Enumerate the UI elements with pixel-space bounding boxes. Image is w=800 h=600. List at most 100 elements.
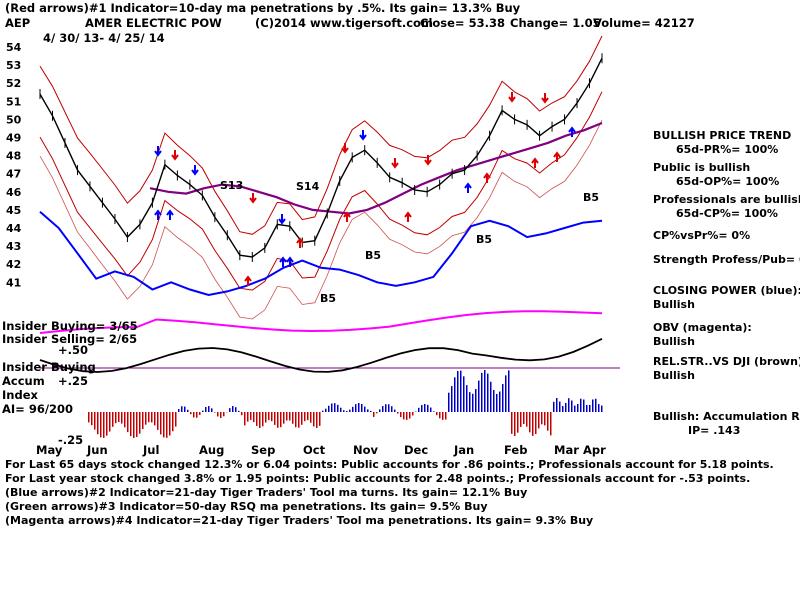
accum-bar	[562, 405, 564, 412]
accum-bar	[499, 391, 501, 412]
accum-bar	[505, 375, 507, 412]
accum-bar	[484, 370, 486, 412]
red-buy-arrow	[404, 211, 412, 222]
y-tick-label: 42	[6, 258, 21, 271]
red-sell-arrow	[341, 143, 349, 154]
signal-label-b5: B5	[583, 191, 599, 204]
accum-bar	[253, 412, 255, 423]
trend-title: BULLISH PRICE TREND	[653, 129, 792, 142]
accum-risk: Bullish: Accumulation Risi	[653, 410, 800, 423]
y-tick-label: 46	[6, 186, 22, 199]
cp-vs-pr: CP%vsPr%= 0%	[653, 229, 751, 242]
blue-buy-arrow	[568, 126, 576, 137]
y-tick-label: 41	[6, 276, 21, 289]
accum-bar	[271, 412, 273, 422]
accum-bar	[88, 412, 90, 423]
accum-bar	[97, 412, 99, 435]
date-range: 4/ 30/ 13- 4/ 25/ 14	[43, 31, 165, 45]
accum-bar	[328, 405, 330, 412]
blue-buy-arrow	[286, 256, 294, 267]
accum-bar	[526, 412, 528, 427]
pros-status: Professionals are bullish	[653, 193, 800, 206]
accum-bar	[439, 412, 441, 419]
signal-labels: S13 S14 B5 B5 B5 B5	[220, 179, 599, 305]
month-label: Dec	[404, 443, 428, 457]
accum-bar	[469, 392, 471, 412]
month-label: May	[36, 443, 63, 457]
accum-bar	[127, 412, 129, 433]
accum-bar	[199, 412, 201, 415]
accum-bar	[391, 406, 393, 412]
accum-bar	[397, 412, 399, 414]
accum-bar	[223, 412, 225, 417]
x-axis-months: May Jun Jul Aug Sep Oct Nov Dec Jan Feb Mar Apr	[36, 443, 606, 457]
obv-label: OBV (magenta):	[653, 321, 752, 334]
accum-bar	[592, 399, 594, 412]
accum-bar	[577, 404, 579, 412]
accum-bar	[442, 412, 444, 420]
accum-bar	[367, 409, 369, 412]
pr-value: 65d-PR%= 100%	[676, 143, 779, 156]
accum-bar	[298, 412, 300, 428]
red-buy-arrow	[553, 151, 561, 162]
footer-magenta-arrows: (Magenta arrows)#4 Indicator=21-day Tige…	[5, 514, 594, 527]
ticker: AEP	[5, 16, 31, 30]
accum-bar	[571, 400, 573, 412]
accum-bar	[280, 412, 282, 428]
accum-bar	[586, 404, 588, 412]
accum-bar	[358, 403, 360, 412]
accum-bar	[274, 412, 276, 425]
accum-bar	[235, 407, 237, 412]
obv-value: Bullish	[653, 335, 695, 348]
strength-ratio: Strength Profess/Pub= 6	[653, 253, 800, 266]
public-status: Public is bullish	[653, 161, 751, 174]
accum-bar	[130, 412, 132, 437]
accum-bar	[196, 412, 198, 418]
accum-bar	[169, 412, 171, 436]
signal-label-b5: B5	[365, 249, 381, 262]
accum-plus25: +.25	[58, 374, 89, 388]
accum-bar	[448, 392, 450, 412]
accum-bar	[490, 381, 492, 412]
red-buy-arrow	[244, 275, 252, 286]
accum-bar	[238, 410, 240, 412]
blue-sell-arrow	[359, 130, 367, 141]
outer-lower-band	[39, 120, 603, 320]
accum-bar	[472, 393, 474, 412]
accum-bar	[319, 412, 321, 426]
y-tick-label: 47	[6, 168, 21, 181]
signal-arrows	[154, 92, 576, 286]
signal-label-s14: S14	[296, 180, 320, 193]
accum-bar	[325, 408, 327, 412]
close-price: Close= 53.38	[420, 16, 505, 30]
accum-bar	[511, 412, 513, 434]
accum-bar	[556, 398, 558, 412]
accum-bar	[133, 412, 135, 438]
accum-bar	[583, 399, 585, 412]
month-label: Aug	[199, 443, 224, 457]
blue-sell-arrow	[154, 146, 162, 157]
accum-bar	[514, 412, 516, 436]
accum-bar	[244, 412, 246, 426]
accum-bar	[529, 412, 531, 433]
accum-bar	[418, 407, 420, 412]
accum-bar	[595, 398, 597, 412]
red-sell-arrow	[391, 158, 399, 169]
accum-bar	[517, 412, 519, 433]
accum-bar	[406, 412, 408, 420]
accum-bar	[463, 376, 465, 412]
accum-bar	[346, 410, 348, 412]
accum-bar	[364, 406, 366, 412]
accum-bar	[118, 412, 120, 423]
accum-bar	[112, 412, 114, 427]
closing-power-line	[39, 210, 603, 297]
accum-bar	[373, 412, 375, 417]
accum-bar	[217, 412, 219, 417]
accum-bar	[277, 412, 279, 428]
red-sell-arrow	[171, 150, 179, 161]
accum-bar	[541, 412, 543, 425]
accum-bar	[376, 412, 378, 414]
footer-blue-arrows: (Blue arrows)#2 Indicator=21-day Tiger T…	[5, 486, 528, 499]
accum-bar	[421, 405, 423, 412]
footer-65day: For Last 65 days stock changed 12.3% or …	[5, 458, 774, 471]
